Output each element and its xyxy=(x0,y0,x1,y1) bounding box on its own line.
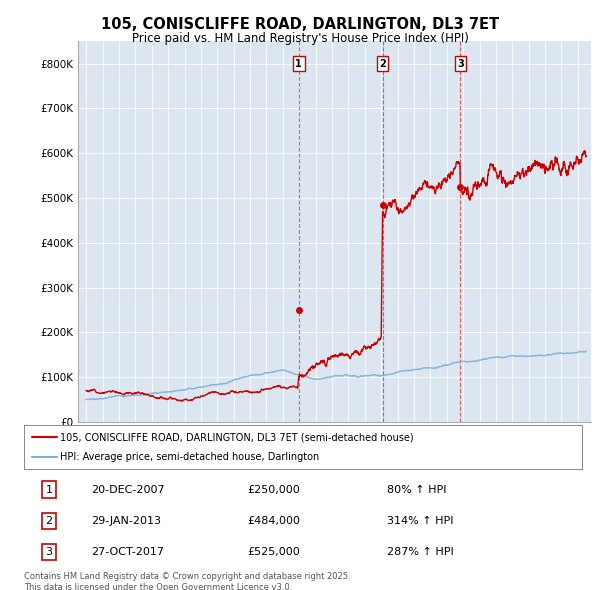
Text: £525,000: £525,000 xyxy=(247,547,300,557)
Point xyxy=(378,201,388,210)
Text: 80% ↑ HPI: 80% ↑ HPI xyxy=(387,484,446,494)
Text: £250,000: £250,000 xyxy=(247,484,300,494)
Text: £484,000: £484,000 xyxy=(247,516,300,526)
Text: 2: 2 xyxy=(379,58,386,68)
Text: 20-DEC-2007: 20-DEC-2007 xyxy=(91,484,164,494)
Point xyxy=(455,182,465,192)
Text: Contains HM Land Registry data © Crown copyright and database right 2025.
This d: Contains HM Land Registry data © Crown c… xyxy=(24,572,350,590)
Text: 3: 3 xyxy=(457,58,464,68)
Text: 27-OCT-2017: 27-OCT-2017 xyxy=(91,547,164,557)
Text: 287% ↑ HPI: 287% ↑ HPI xyxy=(387,547,454,557)
Text: Price paid vs. HM Land Registry's House Price Index (HPI): Price paid vs. HM Land Registry's House … xyxy=(131,32,469,45)
Text: 1: 1 xyxy=(46,484,53,494)
Text: HPI: Average price, semi-detached house, Darlington: HPI: Average price, semi-detached house,… xyxy=(60,452,320,461)
Text: 29-JAN-2013: 29-JAN-2013 xyxy=(91,516,161,526)
Text: 3: 3 xyxy=(46,547,53,557)
Text: 1: 1 xyxy=(295,58,302,68)
Text: 105, CONISCLIFFE ROAD, DARLINGTON, DL3 7ET: 105, CONISCLIFFE ROAD, DARLINGTON, DL3 7… xyxy=(101,17,499,31)
Point xyxy=(294,305,304,314)
Text: 2: 2 xyxy=(46,516,53,526)
Text: 105, CONISCLIFFE ROAD, DARLINGTON, DL3 7ET (semi-detached house): 105, CONISCLIFFE ROAD, DARLINGTON, DL3 7… xyxy=(60,432,414,442)
Text: 314% ↑ HPI: 314% ↑ HPI xyxy=(387,516,453,526)
